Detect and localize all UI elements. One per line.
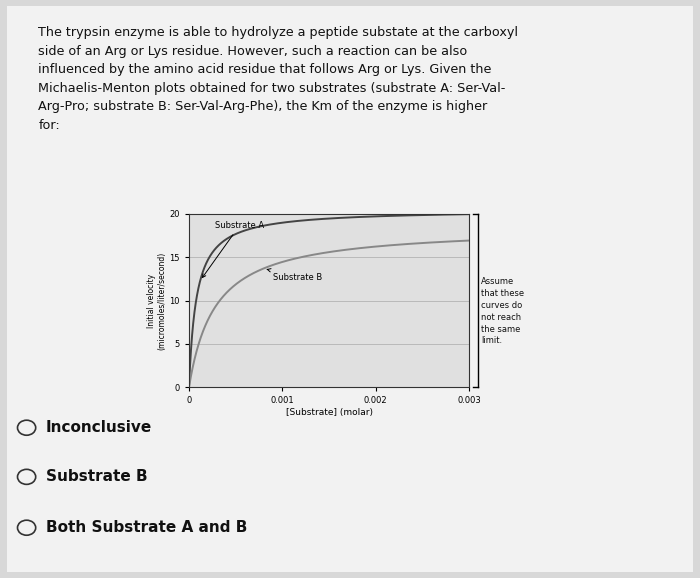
Y-axis label: Initial velocity
(micromoles/liter/second): Initial velocity (micromoles/liter/secon… [146,251,167,350]
Text: Assume
that these
curves do
not reach
the same
limit.: Assume that these curves do not reach th… [481,277,524,346]
Text: Both Substrate A and B: Both Substrate A and B [46,520,247,535]
Text: Inconclusive: Inconclusive [46,420,152,435]
Text: The trypsin enzyme is able to hydrolyze a peptide substate at the carboxyl
side : The trypsin enzyme is able to hydrolyze … [38,26,519,132]
Text: Substrate B: Substrate B [46,469,147,484]
X-axis label: [Substrate] (molar): [Substrate] (molar) [286,408,372,417]
Text: Substrate A: Substrate A [202,221,265,277]
Text: Substrate B: Substrate B [267,269,322,282]
